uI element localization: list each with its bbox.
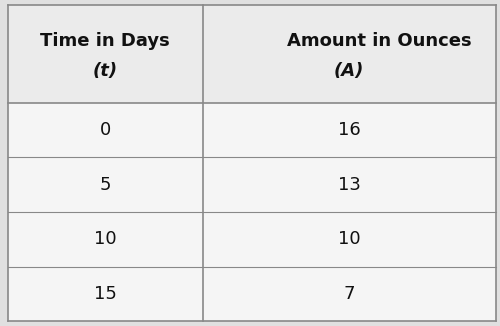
Text: (A): (A) [334,62,364,80]
Bar [8,212,496,266]
Text: (t): (t) [92,62,118,80]
Text: 7: 7 [344,285,355,303]
Text: 10: 10 [94,230,116,248]
Text: 16: 16 [338,121,360,139]
Bar [8,103,496,157]
Bar [8,266,496,321]
Bar [8,157,496,212]
Text: 0: 0 [100,121,110,139]
Text: 15: 15 [94,285,116,303]
Bar [8,5,496,103]
Text: 5: 5 [100,176,111,194]
Text: 13: 13 [338,176,360,194]
Text: Amount in Ounces: Amount in Ounces [287,32,472,50]
Text: 10: 10 [338,230,360,248]
Text: Time in Days: Time in Days [40,32,170,50]
